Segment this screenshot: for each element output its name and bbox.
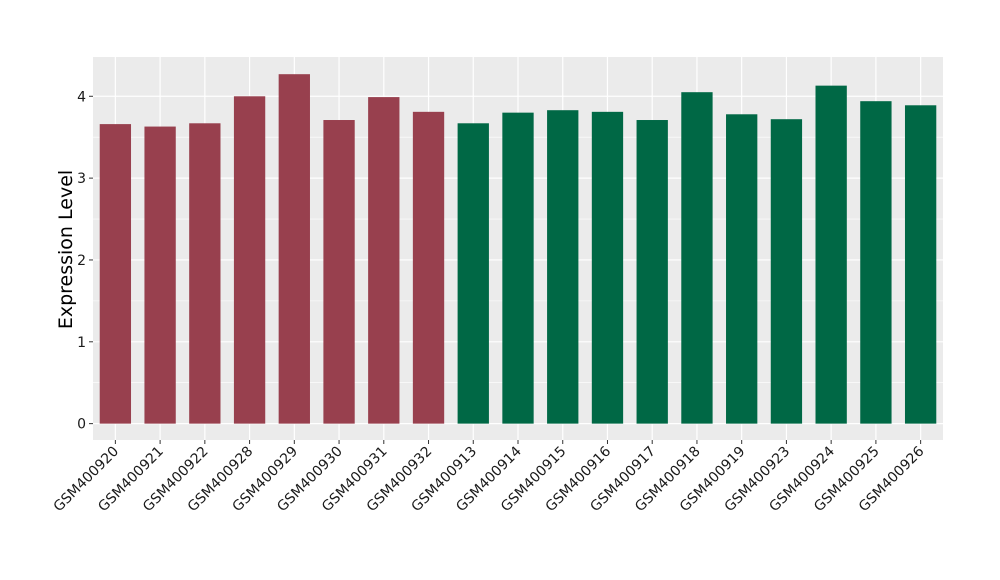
- bar: [815, 85, 847, 424]
- y-tick-label: 1: [77, 335, 86, 351]
- bar: [591, 111, 624, 424]
- bar: [860, 101, 892, 424]
- bar: [144, 126, 176, 424]
- bar: [189, 123, 221, 424]
- bar: [726, 114, 758, 424]
- bar: [770, 119, 803, 424]
- bar: [233, 96, 266, 424]
- y-tick-label: 4: [77, 89, 86, 105]
- bar: [99, 124, 132, 424]
- bar: [323, 120, 355, 424]
- bars: [99, 74, 937, 424]
- y-axis: 0 1 2 3 4: [77, 89, 93, 433]
- bar: [457, 123, 489, 424]
- bar: [547, 110, 579, 424]
- bar: [502, 112, 534, 424]
- bar: [904, 105, 937, 424]
- bar: [681, 92, 713, 424]
- y-tick-label: 3: [77, 171, 86, 187]
- y-tick-label: 0: [77, 417, 86, 433]
- y-axis-title: Expression Level: [55, 170, 77, 329]
- bar: [368, 97, 400, 424]
- bar: [636, 120, 668, 424]
- bar: [412, 111, 445, 424]
- x-axis: GSM400920GSM400921GSM400922GSM400928GSM4…: [51, 440, 928, 515]
- bar: [278, 74, 310, 424]
- y-tick-label: 2: [77, 253, 86, 269]
